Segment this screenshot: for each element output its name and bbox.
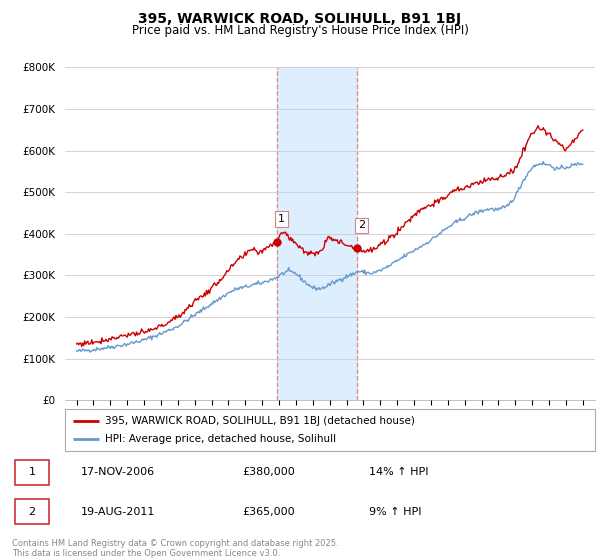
FancyBboxPatch shape — [65, 409, 595, 451]
Text: HPI: Average price, detached house, Solihull: HPI: Average price, detached house, Soli… — [104, 434, 335, 444]
Text: £380,000: £380,000 — [242, 468, 295, 477]
Text: 2: 2 — [358, 221, 365, 231]
Text: Price paid vs. HM Land Registry's House Price Index (HPI): Price paid vs. HM Land Registry's House … — [131, 24, 469, 36]
Text: 19-AUG-2011: 19-AUG-2011 — [81, 507, 155, 516]
Text: 2: 2 — [29, 507, 36, 516]
Text: 9% ↑ HPI: 9% ↑ HPI — [369, 507, 422, 516]
Text: 14% ↑ HPI: 14% ↑ HPI — [369, 468, 428, 477]
Text: £365,000: £365,000 — [242, 507, 295, 516]
Text: 395, WARWICK ROAD, SOLIHULL, B91 1BJ: 395, WARWICK ROAD, SOLIHULL, B91 1BJ — [139, 12, 461, 26]
Text: 395, WARWICK ROAD, SOLIHULL, B91 1BJ (detached house): 395, WARWICK ROAD, SOLIHULL, B91 1BJ (de… — [104, 416, 415, 426]
FancyBboxPatch shape — [15, 499, 49, 524]
Text: 17-NOV-2006: 17-NOV-2006 — [81, 468, 155, 477]
Text: Contains HM Land Registry data © Crown copyright and database right 2025.
This d: Contains HM Land Registry data © Crown c… — [12, 539, 338, 558]
Text: 1: 1 — [29, 468, 35, 477]
Text: 1: 1 — [278, 214, 285, 224]
FancyBboxPatch shape — [15, 460, 49, 485]
Bar — [277, 67, 357, 400]
